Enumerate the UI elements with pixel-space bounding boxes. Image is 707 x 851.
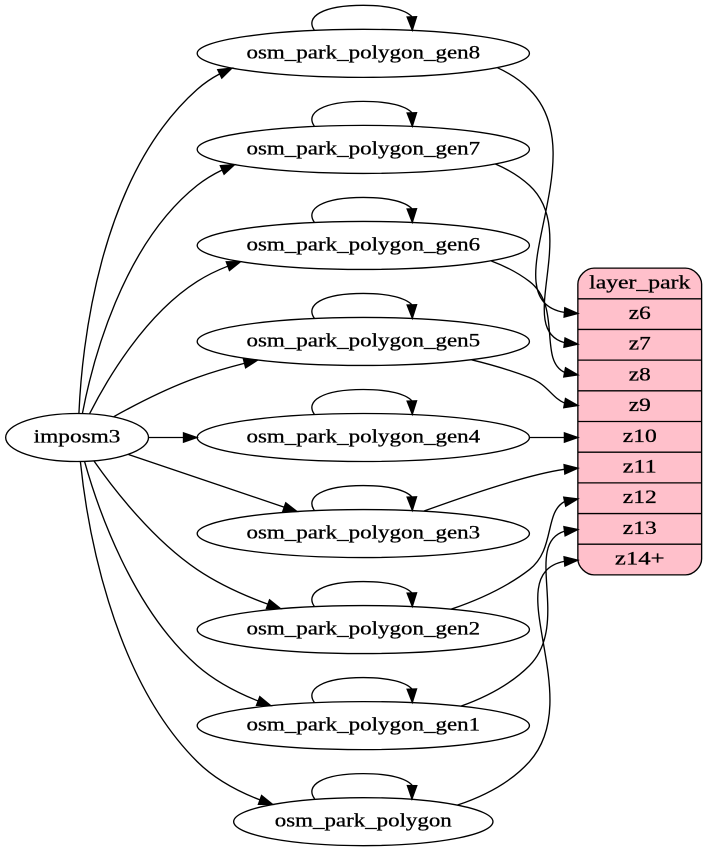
svg-text:osm_park_polygon_gen6: osm_park_polygon_gen6 <box>246 234 480 255</box>
svg-text:osm_park_polygon_gen2: osm_park_polygon_gen2 <box>246 619 480 640</box>
svg-text:osm_park_polygon_gen1: osm_park_polygon_gen1 <box>246 715 480 736</box>
svg-text:osm_park_polygon_gen7: osm_park_polygon_gen7 <box>246 138 480 159</box>
svg-text:osm_park_polygon: osm_park_polygon <box>275 811 453 832</box>
svg-text:osm_park_polygon_gen3: osm_park_polygon_gen3 <box>246 523 480 544</box>
svg-text:z13: z13 <box>623 518 657 539</box>
svg-text:layer_park: layer_park <box>589 272 691 293</box>
svg-text:z12: z12 <box>623 487 657 508</box>
svg-text:z11: z11 <box>623 457 657 478</box>
svg-text:z8: z8 <box>629 364 651 385</box>
svg-text:osm_park_polygon_gen4: osm_park_polygon_gen4 <box>246 427 480 448</box>
svg-text:z10: z10 <box>623 426 657 447</box>
svg-text:z6: z6 <box>629 303 651 324</box>
svg-text:osm_park_polygon_gen8: osm_park_polygon_gen8 <box>246 42 480 63</box>
svg-text:osm_park_polygon_gen5: osm_park_polygon_gen5 <box>246 330 480 351</box>
svg-text:z7: z7 <box>629 334 651 355</box>
svg-text:z14+: z14+ <box>615 549 665 570</box>
svg-text:z9: z9 <box>629 395 651 416</box>
svg-text:imposm3: imposm3 <box>34 427 121 448</box>
